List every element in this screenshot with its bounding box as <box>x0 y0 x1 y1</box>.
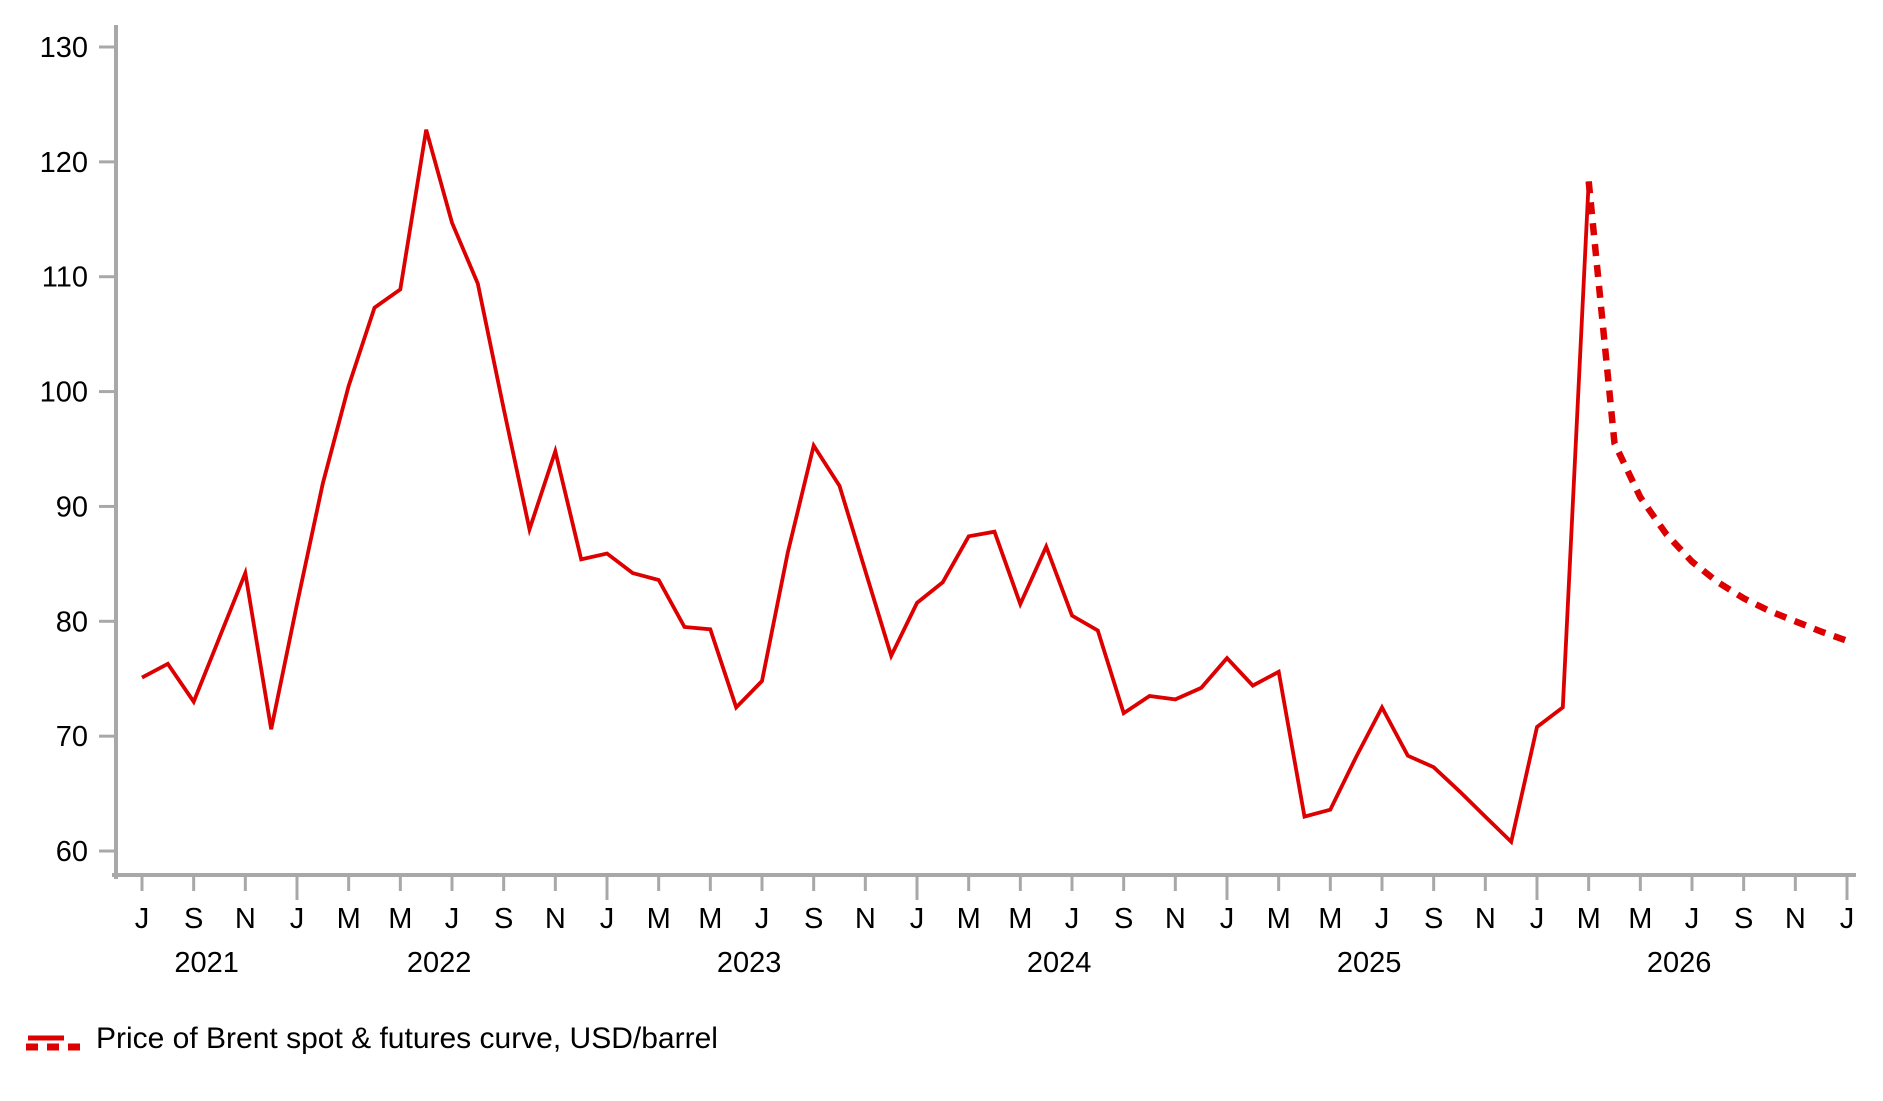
x-tick-label: J <box>910 903 925 935</box>
axes <box>112 25 1856 879</box>
x-tick-label: N <box>545 903 566 935</box>
x-tick-label: S <box>1424 903 1443 935</box>
y-tick-label: 60 <box>56 836 88 868</box>
legend: Price of Brent spot & futures curve, USD… <box>24 1022 718 1062</box>
x-tick-label: J <box>1220 903 1235 935</box>
x-tick-label: S <box>494 903 513 935</box>
year-label: 2025 <box>1337 947 1402 979</box>
x-tick-label: N <box>855 903 876 935</box>
x-tick-label: J <box>290 903 305 935</box>
year-label: 2026 <box>1647 947 1712 979</box>
x-tick-label: S <box>1114 903 1133 935</box>
y-axis-ticks: 60 70 80 90 100 110 120 130 <box>40 32 114 868</box>
year-label: 2023 <box>717 947 782 979</box>
x-tick-label: J <box>1840 903 1855 935</box>
x-tick-label: J <box>1685 903 1700 935</box>
x-tick-label: J <box>135 903 150 935</box>
x-tick-label: J <box>1530 903 1545 935</box>
x-tick-label: M <box>1008 903 1032 935</box>
y-tick-label: 100 <box>40 377 88 409</box>
x-tick-label: S <box>804 903 823 935</box>
x-tick-label: N <box>1475 903 1496 935</box>
y-tick-label: 110 <box>42 262 88 294</box>
year-label: 2024 <box>1027 947 1092 979</box>
x-tick-label: J <box>1375 903 1390 935</box>
x-tick-label: S <box>1734 903 1753 935</box>
x-tick-label: J <box>445 903 460 935</box>
x-tick-label: M <box>698 903 722 935</box>
y-tick-label: 120 <box>40 147 88 179</box>
x-tick-label: M <box>337 903 361 935</box>
spot-price-line <box>141 129 1591 846</box>
x-tick-label: S <box>184 903 203 935</box>
x-tick-label: N <box>1165 903 1186 935</box>
y-tick-label: 80 <box>56 606 88 638</box>
year-label: 2021 <box>174 947 239 979</box>
legend-label: Price of Brent spot & futures curve, USD… <box>96 1022 718 1055</box>
x-tick-label: M <box>957 903 981 935</box>
year-label: 2022 <box>407 947 472 979</box>
futures-curve-line <box>1585 181 1849 644</box>
y-tick-label: 70 <box>56 721 88 753</box>
y-tick-label: 130 <box>40 32 88 64</box>
x-tick-label: M <box>1267 903 1291 935</box>
y-tick-label: 90 <box>56 491 88 523</box>
x-tick-label: N <box>1785 903 1806 935</box>
x-tick-label: J <box>600 903 615 935</box>
x-tick-label: N <box>235 903 256 935</box>
x-tick-label: J <box>1065 903 1080 935</box>
x-tick-label: M <box>388 903 412 935</box>
x-tick-label: J <box>755 903 770 935</box>
x-tick-label: M <box>647 903 671 935</box>
x-tick-label: M <box>1577 903 1601 935</box>
x-tick-label: M <box>1318 903 1342 935</box>
x-tick-label: M <box>1628 903 1652 935</box>
year-labels: 2021 2022 2023 2024 2025 2026 <box>174 947 1711 979</box>
legend-key-icon <box>26 1035 88 1051</box>
